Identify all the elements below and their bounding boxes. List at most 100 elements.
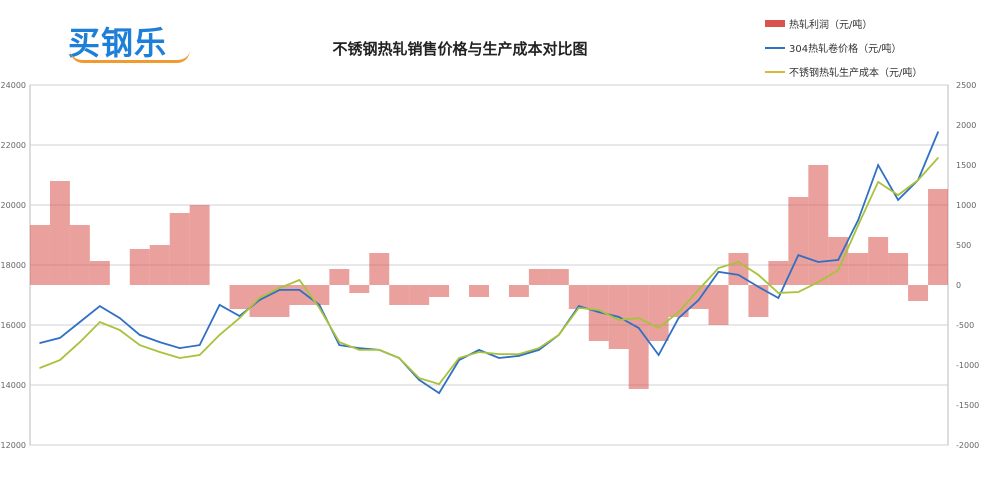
data-point [79, 321, 81, 323]
profit-bar [469, 285, 489, 297]
data-point [198, 344, 201, 346]
data-point [617, 316, 620, 318]
data-point [378, 349, 381, 351]
data-point [238, 317, 241, 319]
data-point [578, 307, 580, 309]
data-point [777, 292, 780, 294]
legend-swatch-cost [765, 70, 785, 73]
profit-bar [129, 249, 150, 285]
data-point [178, 357, 181, 359]
data-point [897, 194, 899, 196]
data-point [797, 291, 800, 293]
right-axis-tick-label: -1000 [956, 361, 979, 370]
data-point [238, 315, 241, 317]
data-point [518, 353, 520, 355]
data-point [338, 341, 341, 343]
profit-bar [149, 245, 170, 285]
data-point [478, 351, 480, 353]
data-point [278, 289, 281, 291]
right-axis-tick-label: 0 [956, 281, 961, 290]
profit-bar [69, 225, 90, 285]
right-axis-tick-label: 500 [956, 241, 971, 250]
profit-bar [868, 237, 889, 285]
left-axis-tick-label: 20000 [1, 201, 26, 210]
data-point [498, 357, 500, 359]
data-point [657, 354, 660, 356]
data-point [697, 289, 700, 291]
data-point [218, 304, 221, 306]
data-point [677, 317, 680, 319]
data-point [338, 344, 341, 346]
profit-bar [229, 285, 250, 309]
left-axis-tick-label: 12000 [1, 441, 26, 450]
data-point [518, 355, 520, 357]
data-point [258, 297, 261, 299]
data-point [657, 327, 660, 329]
profit-bar [189, 205, 210, 285]
legend-swatch-profit [765, 20, 785, 27]
right-axis-tick-label: 1500 [956, 161, 976, 170]
data-point [119, 329, 121, 331]
data-point [358, 349, 361, 351]
profit-bar [568, 285, 589, 309]
data-point [717, 271, 720, 273]
data-point [558, 334, 560, 336]
data-point [318, 307, 321, 309]
data-point [318, 304, 321, 306]
profit-bar [389, 285, 410, 305]
data-point [438, 392, 440, 394]
profit-bar [89, 261, 110, 285]
data-point [79, 341, 81, 343]
profit-bar [688, 285, 709, 309]
profit-bar [928, 189, 948, 285]
right-axis-tick-label: 2000 [956, 121, 976, 130]
data-point [59, 337, 61, 339]
data-point [677, 311, 680, 313]
data-point [39, 367, 41, 369]
right-axis-tick-label: -1500 [956, 401, 979, 410]
profit-bar [748, 285, 769, 317]
profit-bar [888, 253, 909, 285]
data-point [937, 131, 939, 133]
data-point [298, 289, 301, 291]
data-point [158, 351, 161, 353]
right-axis-tick-label: -2000 [956, 441, 979, 450]
left-axis-tick-label: 24000 [1, 81, 26, 90]
data-point [597, 309, 600, 311]
data-point [817, 261, 820, 263]
legend-swatch-price [765, 46, 785, 49]
series-line-2 [39, 157, 939, 386]
profit-bar [728, 253, 749, 285]
data-point [877, 181, 879, 183]
data-point [737, 274, 740, 276]
data-point [857, 224, 859, 226]
logo-swoosh [70, 50, 190, 63]
data-point [158, 341, 161, 343]
legend-label: 热轧利润（元/吨） [789, 20, 873, 31]
data-point [418, 379, 420, 381]
right-axis-tick-label: -500 [956, 321, 974, 330]
legend-label: 不锈钢热轧生产成本（元/吨） [789, 68, 923, 79]
data-point [877, 164, 879, 166]
profit-bar [548, 269, 569, 285]
data-point [757, 274, 760, 276]
profit-bar [309, 285, 330, 305]
data-point [917, 179, 919, 181]
data-point [757, 286, 760, 288]
data-point [538, 347, 540, 349]
data-point [258, 299, 261, 301]
profit-bar [30, 225, 50, 285]
data-point [817, 281, 820, 283]
left-axis-tick-label: 16000 [1, 321, 26, 330]
profit-bar [668, 285, 689, 317]
profit-bar [49, 181, 70, 285]
profit-bar [369, 253, 390, 285]
data-point [578, 305, 580, 307]
profit-bar [648, 285, 669, 341]
data-point [99, 321, 101, 323]
legend-label: 304热轧卷价格（元/吨） [789, 44, 902, 55]
data-point [597, 311, 600, 313]
data-point [458, 357, 460, 359]
data-point [398, 357, 400, 359]
